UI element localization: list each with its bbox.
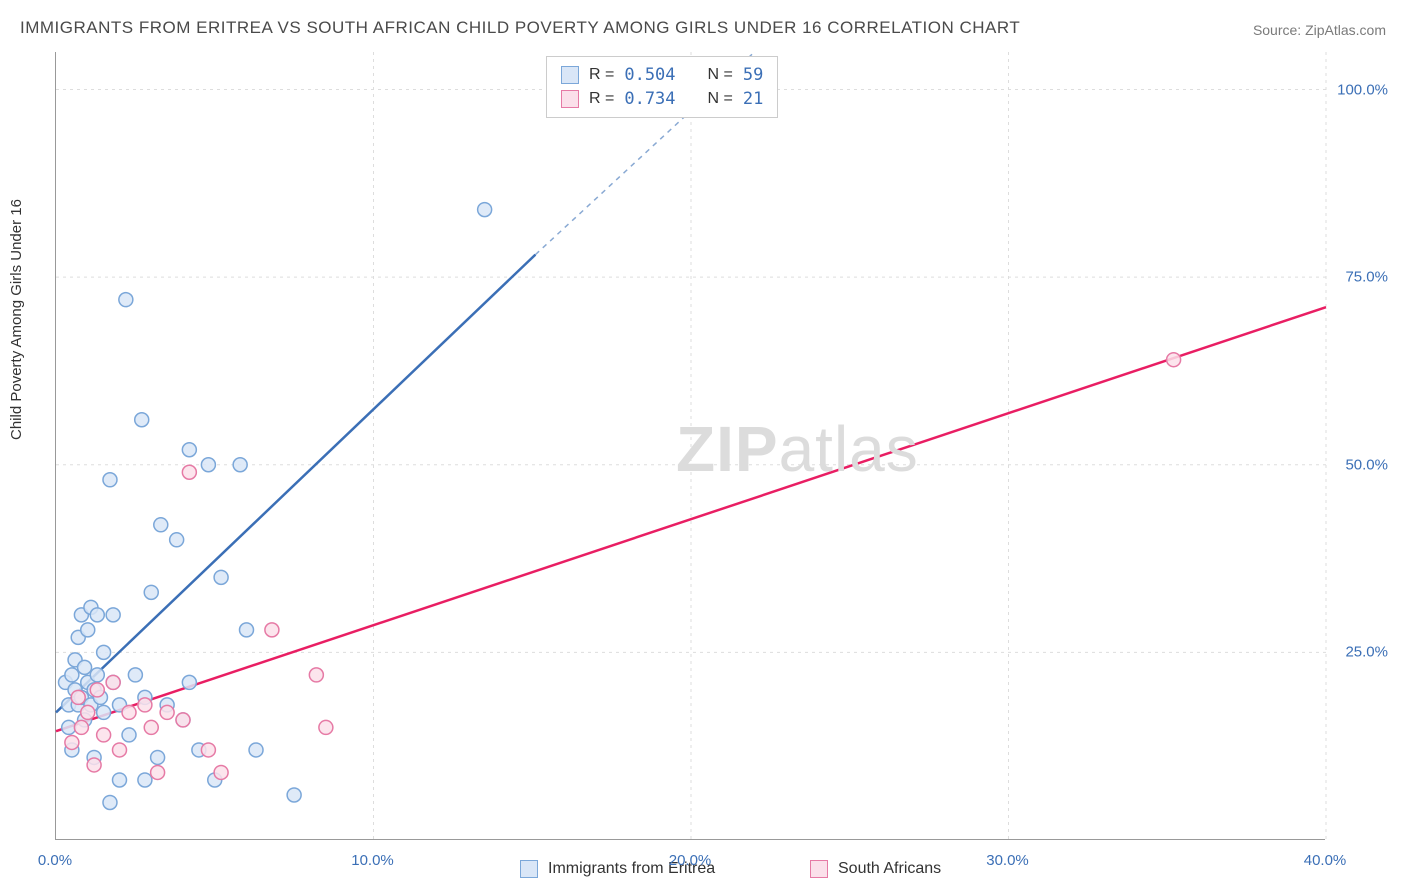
plot-area: ZIPatlas R = 0.504 N = 59 R = 0.734 N = … <box>55 52 1325 840</box>
swatch-series-1 <box>561 90 579 108</box>
x-tick-label: 30.0% <box>986 852 1029 869</box>
y-axis-title: Child Poverty Among Girls Under 16 <box>8 199 25 440</box>
y-tick-label: 50.0% <box>1345 456 1388 473</box>
stat-row-1: R = 0.734 N = 21 <box>561 87 763 111</box>
stat-row-0: R = 0.504 N = 59 <box>561 63 763 87</box>
stat-n-val-1: 21 <box>743 89 763 109</box>
legend-item-1: South Africans <box>810 860 941 878</box>
legend-swatch-0 <box>520 860 538 878</box>
x-tick-label: 20.0% <box>669 852 712 869</box>
x-tick-label: 40.0% <box>1304 852 1347 869</box>
y-tick-label: 25.0% <box>1345 644 1388 661</box>
swatch-series-0 <box>561 66 579 84</box>
stat-r-val-0: 0.504 <box>624 65 675 85</box>
y-tick-label: 75.0% <box>1345 269 1388 286</box>
x-tick-label: 10.0% <box>351 852 394 869</box>
stat-n-label: N = <box>708 90 733 108</box>
legend-label-1: South Africans <box>838 860 941 878</box>
chart-title: IMMIGRANTS FROM ERITREA VS SOUTH AFRICAN… <box>20 18 1020 38</box>
chart-svg <box>56 52 1325 839</box>
x-tick-label: 0.0% <box>38 852 72 869</box>
stat-box: R = 0.504 N = 59 R = 0.734 N = 21 <box>546 56 778 118</box>
legend-swatch-1 <box>810 860 828 878</box>
stat-r-label: R = <box>589 90 614 108</box>
source-label: Source: ZipAtlas.com <box>1253 22 1386 38</box>
stat-n-label: N = <box>708 66 733 84</box>
stat-n-val-0: 59 <box>743 65 763 85</box>
stat-r-val-1: 0.734 <box>624 89 675 109</box>
y-tick-label: 100.0% <box>1337 81 1388 98</box>
stat-r-label: R = <box>589 66 614 84</box>
